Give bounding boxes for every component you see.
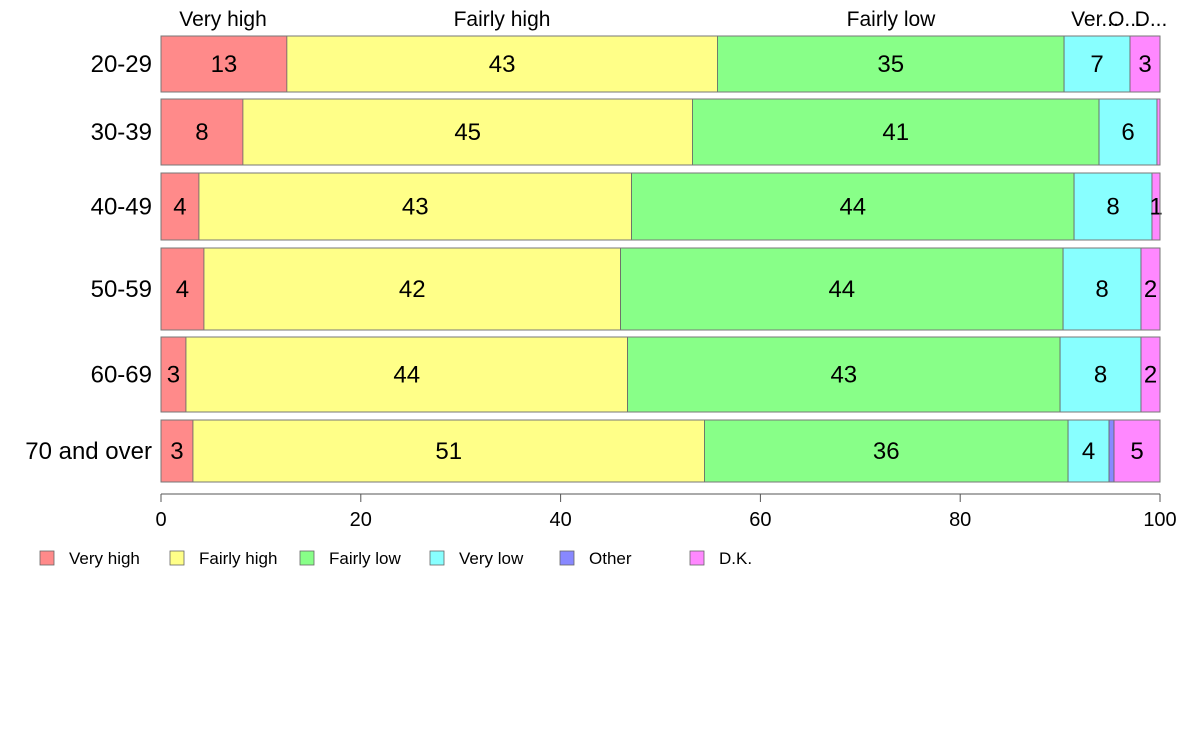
legend-swatch <box>429 550 445 566</box>
data-label: 8 <box>1095 276 1108 303</box>
category-label: 30-39 <box>91 119 152 146</box>
bar-segment <box>203 247 621 331</box>
top-label: Fairly high <box>454 8 551 31</box>
legend: Very high Fairly high Fairly low Very low Ot… <box>39 549 752 568</box>
x-tick-label: 40 <box>549 509 571 531</box>
bar-segment <box>1098 98 1158 166</box>
data-label: 2 <box>1144 276 1157 303</box>
data-label: 13 <box>211 51 238 78</box>
data-label: 44 <box>393 362 420 389</box>
legend-swatch <box>559 550 575 566</box>
top-label: D... <box>1135 8 1168 31</box>
bar-outline <box>160 98 1161 166</box>
x-tick-label: 0 <box>155 509 166 531</box>
data-label: 3 <box>167 362 180 389</box>
bar-outline <box>160 336 1161 413</box>
row-labels: 20-29 30-39 40-49 50-59 60-69 70 and over <box>25 51 152 465</box>
data-label: 41 <box>882 119 909 146</box>
bar-segment <box>185 336 628 413</box>
data-label: 51 <box>435 438 462 465</box>
data-label: 7 <box>1090 51 1103 78</box>
bar-segment <box>160 35 288 93</box>
data-label: 8 <box>195 119 208 146</box>
data-label: 2 <box>1144 362 1157 389</box>
data-label: 1 <box>1149 194 1162 221</box>
x-tick-label: 60 <box>749 509 771 531</box>
category-label: 70 and over <box>25 438 152 465</box>
bars-group: 13 43 35 7 38 45 41 64 43 44 8 14 42 44 8 23 44 43 8 23 51 36… <box>160 35 1163 483</box>
top-label: O... <box>1108 8 1142 31</box>
legend-label: Other <box>589 549 632 568</box>
legend-label: Very low <box>459 549 524 568</box>
legend-swatch <box>689 550 705 566</box>
bar-segment <box>620 247 1064 331</box>
data-label: 45 <box>454 119 481 146</box>
data-label: 8 <box>1106 194 1119 221</box>
data-label: 43 <box>489 51 516 78</box>
data-label: 6 <box>1121 119 1134 146</box>
legend-label: Very high <box>69 549 140 568</box>
data-label: 35 <box>877 51 904 78</box>
data-label: 8 <box>1094 362 1107 389</box>
x-tick-label: 100 <box>1143 509 1176 531</box>
category-label: 40-49 <box>91 194 152 221</box>
bar-segment <box>192 419 705 483</box>
bar-outline <box>160 419 1161 483</box>
bar-segment <box>242 98 693 166</box>
category-label: 50-59 <box>91 276 152 303</box>
bar-outline <box>160 35 1161 93</box>
top-label: Very high <box>179 8 267 31</box>
top-label: Ver... <box>1071 8 1119 31</box>
data-label: 3 <box>170 438 183 465</box>
bar-segment <box>1108 419 1115 483</box>
x-axis: 0 20 40 60 80 100 <box>155 493 1177 531</box>
bar-outline <box>160 172 1161 241</box>
bar-segment <box>1059 336 1142 413</box>
top-label: Fairly low <box>847 8 937 31</box>
bar-outline <box>160 247 1161 331</box>
bar-segment <box>198 172 632 241</box>
legend-label: Fairly low <box>329 549 402 568</box>
data-label: 5 <box>1130 438 1143 465</box>
legend-label: Fairly high <box>199 549 277 568</box>
bar-segment <box>627 336 1061 413</box>
data-label: 4 <box>173 194 186 221</box>
data-label: 44 <box>828 276 855 303</box>
x-tick-label: 20 <box>350 509 372 531</box>
data-label: 4 <box>176 276 189 303</box>
legend-swatch <box>299 550 315 566</box>
legend-swatch <box>169 550 185 566</box>
data-label: 3 <box>1138 51 1151 78</box>
data-label: 43 <box>402 194 429 221</box>
data-label: 44 <box>839 194 866 221</box>
data-label: 43 <box>830 362 857 389</box>
legend-label: D.K. <box>719 549 752 568</box>
data-label: 42 <box>399 276 426 303</box>
category-label: 60-69 <box>91 362 152 389</box>
top-category-labels: Very high Fairly high Fairly low Ver...O...… <box>179 8 1167 31</box>
x-tick-label: 80 <box>949 509 971 531</box>
category-label: 20-29 <box>91 51 152 78</box>
bar-segment <box>631 172 1075 241</box>
data-label: 4 <box>1082 438 1095 465</box>
data-label: 36 <box>873 438 900 465</box>
legend-swatch <box>39 550 55 566</box>
bar-segment <box>717 35 1065 93</box>
bar-segment <box>1073 172 1153 241</box>
